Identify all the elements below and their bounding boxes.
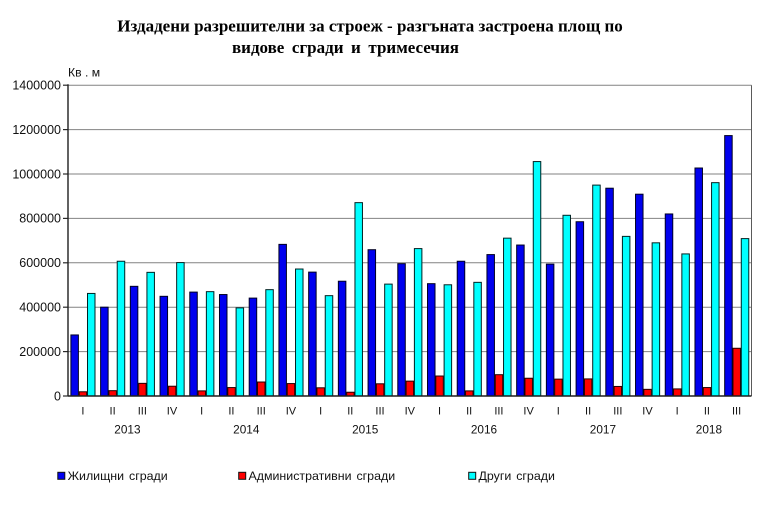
svg-text:II: II: [347, 406, 353, 418]
svg-text:Жилищни сгради: Жилищни сгради: [68, 469, 168, 483]
svg-text:1200000: 1200000: [12, 123, 61, 137]
svg-text:1000000: 1000000: [12, 167, 61, 181]
svg-text:IV: IV: [286, 406, 297, 418]
svg-text:Кв . м: Кв . м: [68, 66, 100, 80]
svg-text:III: III: [257, 406, 266, 418]
svg-text:600000: 600000: [19, 256, 61, 270]
svg-text:II: II: [110, 406, 116, 418]
svg-text:II: II: [466, 406, 472, 418]
svg-text:IV: IV: [405, 406, 416, 418]
svg-text:2015: 2015: [352, 422, 379, 436]
svg-text:1400000: 1400000: [12, 79, 61, 93]
svg-text:Административни сгради: Административни сгради: [249, 469, 396, 483]
svg-text:400000: 400000: [19, 301, 61, 315]
svg-text:I: I: [676, 406, 679, 418]
svg-text:IV: IV: [167, 406, 178, 418]
svg-text:III: III: [375, 406, 384, 418]
svg-text:III: III: [732, 406, 741, 418]
svg-text:III: III: [613, 406, 622, 418]
svg-text:III: III: [494, 406, 503, 418]
svg-text:I: I: [319, 406, 322, 418]
svg-text:800000: 800000: [19, 212, 61, 226]
svg-text:I: I: [557, 406, 560, 418]
svg-text:0: 0: [54, 389, 61, 403]
svg-text:2013: 2013: [114, 422, 141, 436]
svg-text:2016: 2016: [471, 422, 498, 436]
svg-text:IV: IV: [523, 406, 534, 418]
svg-text:II: II: [585, 406, 591, 418]
svg-text:2017: 2017: [590, 422, 616, 436]
svg-text:Други сгради: Други сгради: [479, 469, 555, 483]
svg-text:I: I: [200, 406, 203, 418]
svg-text:IV: IV: [642, 406, 653, 418]
svg-text:III: III: [138, 406, 147, 418]
svg-text:Издадени разрешителни за строе: Издадени разрешителни за строеж - разгън…: [117, 17, 623, 36]
svg-text:2018: 2018: [696, 422, 723, 436]
svg-text:2014: 2014: [233, 422, 260, 436]
svg-text:200000: 200000: [19, 345, 61, 359]
svg-text:I: I: [81, 406, 84, 418]
svg-text:видове сгради и тримесечия: видове сгради и тримесечия: [232, 38, 459, 57]
svg-text:II: II: [704, 406, 710, 418]
svg-text:I: I: [438, 406, 441, 418]
svg-text:II: II: [228, 406, 234, 418]
